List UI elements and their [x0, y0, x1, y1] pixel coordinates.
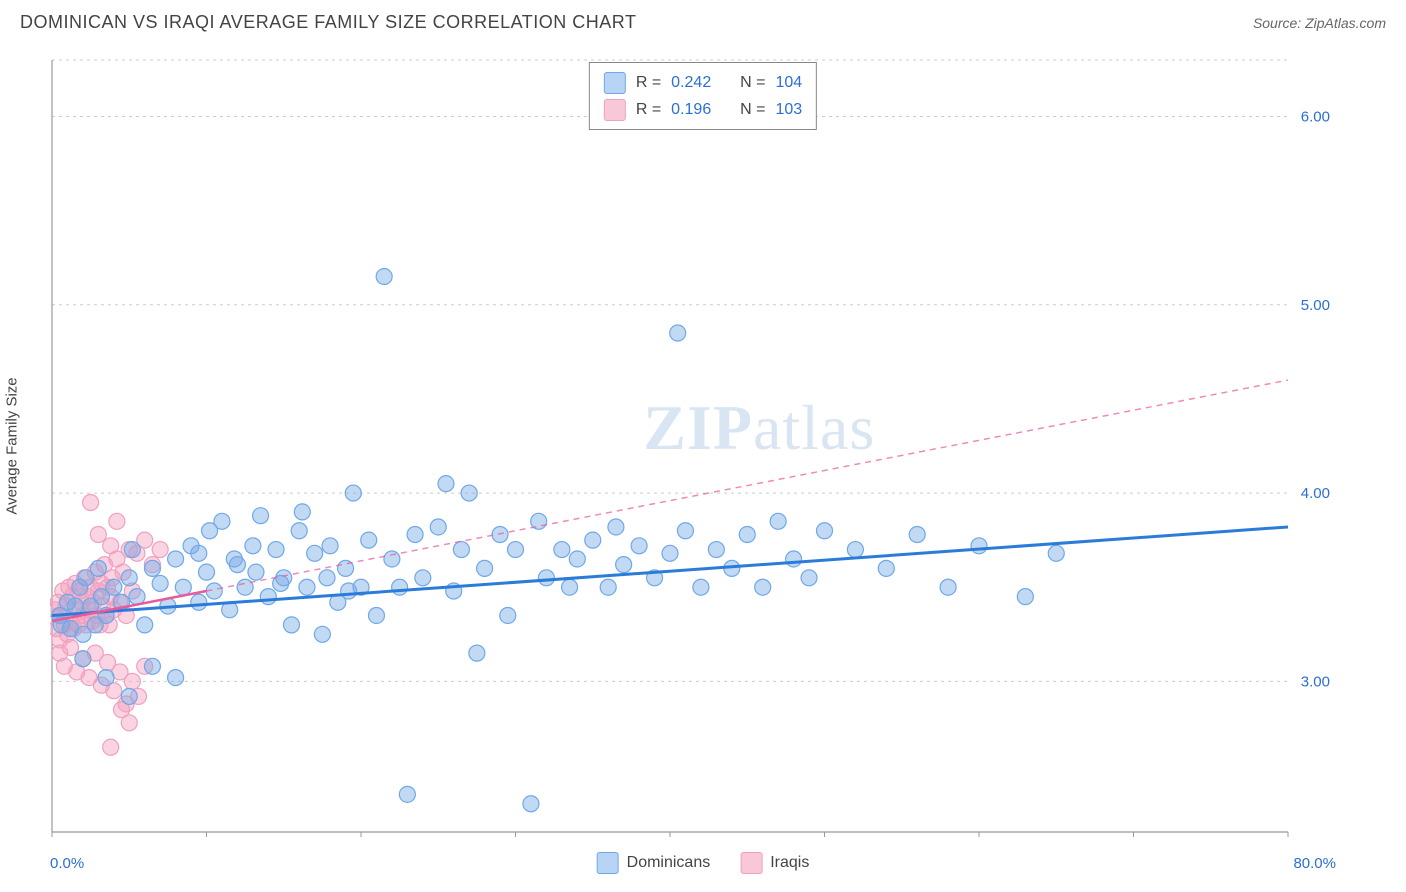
svg-text:5.00: 5.00: [1301, 297, 1330, 314]
series-legend: Dominicans Iraqis: [597, 852, 810, 874]
svg-text:4.00: 4.00: [1301, 485, 1330, 502]
svg-text:3.00: 3.00: [1301, 673, 1330, 690]
swatch-dominicans: [604, 72, 626, 94]
chart-svg: 3.00 4.00 5.00 6.00: [50, 55, 1336, 837]
correlation-legend: R = 0.242 N = 104 R = 0.196 N = 103: [589, 62, 817, 130]
legend-row-iraqis: R = 0.196 N = 103: [604, 96, 802, 123]
legend-row-dominicans: R = 0.242 N = 104: [604, 69, 802, 96]
swatch-iraqis: [604, 99, 626, 121]
chart-plot-area: 3.00 4.00 5.00 6.00: [50, 55, 1336, 837]
swatch-iraqis-icon: [740, 852, 762, 874]
legend-dominicans: Dominicans: [597, 852, 711, 874]
x-min-label: 0.0%: [50, 855, 84, 872]
swatch-dominicans-icon: [597, 852, 619, 874]
x-max-label: 80.0%: [1293, 855, 1336, 872]
legend-iraqis: Iraqis: [740, 852, 809, 874]
source-attribution: Source: ZipAtlas.com: [1253, 15, 1386, 31]
y-axis-label: Average Family Size: [4, 377, 21, 514]
chart-title: DOMINICAN VS IRAQI AVERAGE FAMILY SIZE C…: [20, 12, 636, 33]
svg-text:6.00: 6.00: [1301, 108, 1330, 125]
